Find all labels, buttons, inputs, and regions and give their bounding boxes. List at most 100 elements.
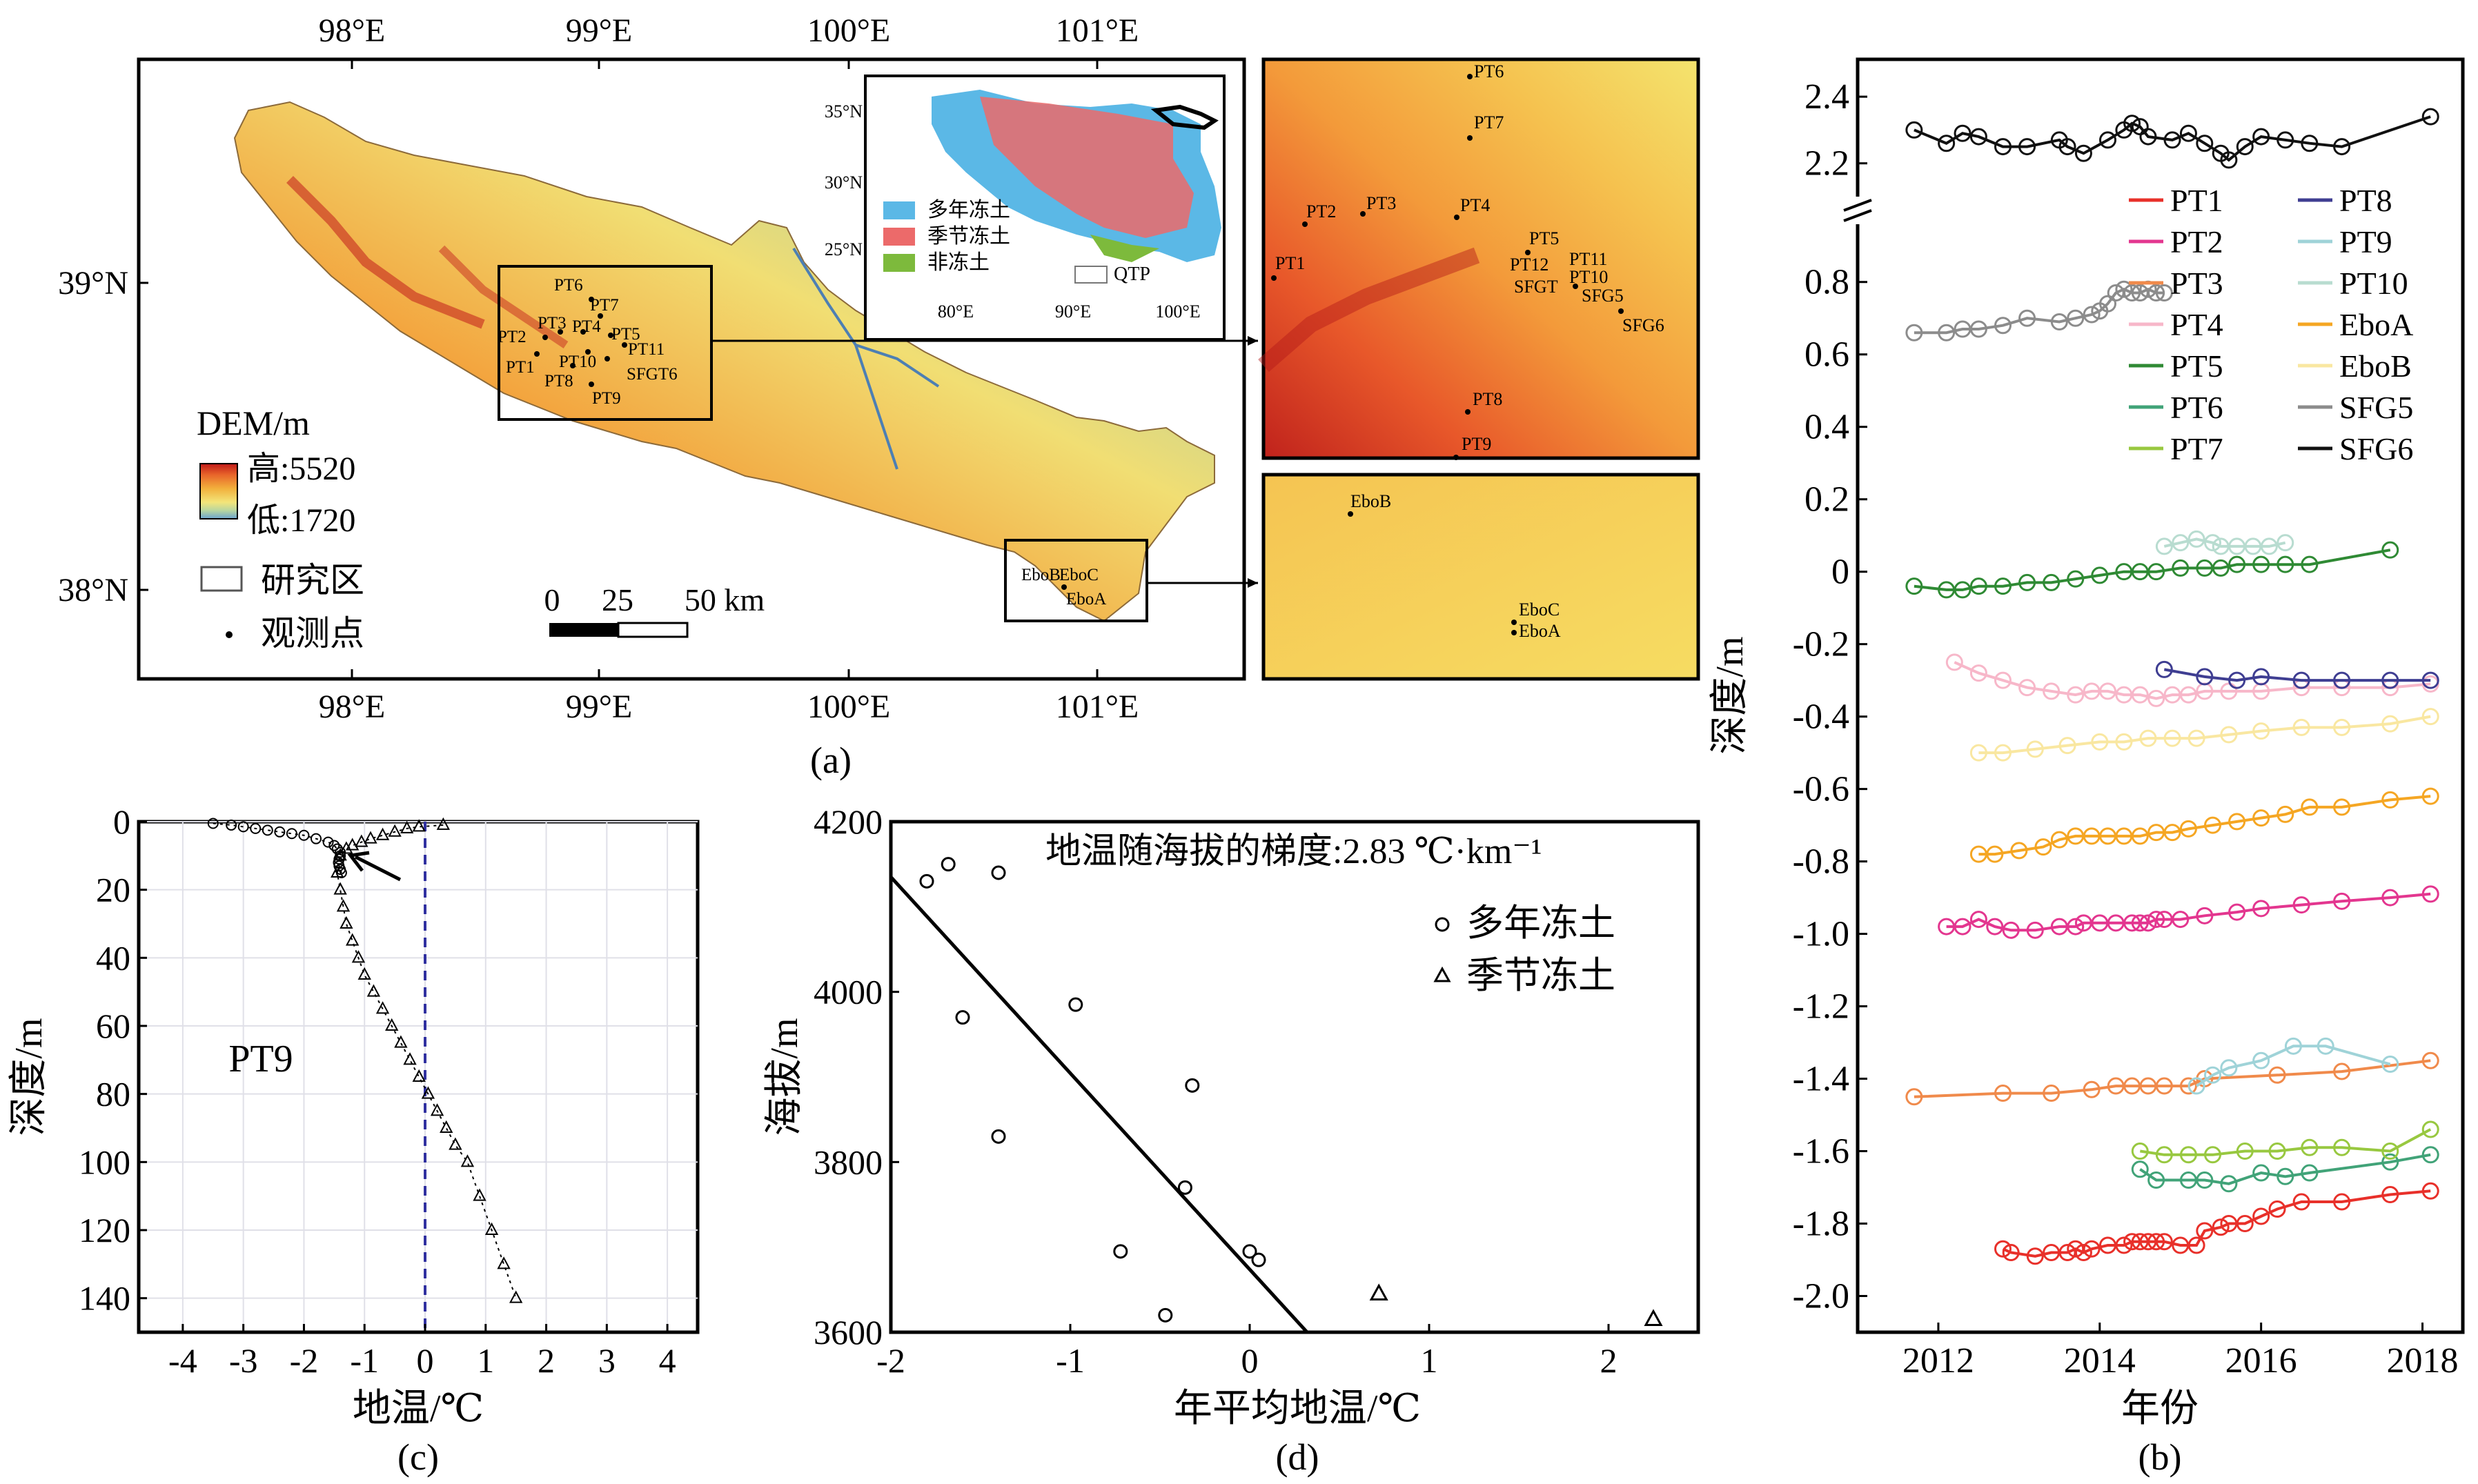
data-point [2050,831,2068,849]
data-point [364,831,377,844]
y-tick-label: 4000 [814,973,883,1011]
data-point [2421,108,2439,126]
site-label: PT9 [592,389,621,408]
data-point [2002,921,2020,939]
data-point [2228,903,2246,921]
site-label: PT5 [611,325,640,344]
data-point [2268,1200,2286,1218]
data-point [2381,715,2399,733]
data-point [2333,1138,2351,1156]
data-point [1986,918,2004,936]
data-point [237,821,249,833]
x-tick-label: 2 [1600,1341,1617,1380]
series-pt6 [2131,1146,2439,1193]
ridge-texture-2 [438,245,569,348]
data-point [2204,534,2222,552]
data-point [345,838,360,851]
series-line [1914,115,2431,162]
y-tick-label: 100 [79,1142,130,1181]
legend-label: PT7 [2170,431,2223,466]
dem-colorbar [199,463,238,520]
study-area-box-2 [1004,539,1148,622]
site-label: PT3 [538,314,567,333]
data-point [207,818,219,829]
data-point [2074,144,2092,162]
y-tick-label: 80 [96,1075,130,1114]
data-point [298,829,310,841]
inset-nonfrozen [1090,235,1159,262]
legend-marker-circle [1435,917,1450,932]
inset-legend-swatch [1074,266,1108,284]
data-point [2381,1186,2399,1204]
series-pt2 [1938,885,2439,939]
data-point [2421,787,2439,805]
y-tick-label: 3600 [814,1313,883,1352]
series-seasonal [1369,1283,1663,1326]
site-label: PT6 [554,276,583,295]
data-point [331,864,344,878]
panel-d-altitude-scatter: -2 -1 0 1 2 3600 3800 4000 4200 地温随海拔的梯度:2.83 ℃… [763,802,1700,1478]
data-point [355,834,368,847]
zoom1-site-label: PT11 [1569,249,1607,269]
data-point [385,1018,399,1031]
qtp-inset: 35°N 30°N 25°N 80°E 90°E 100°E 多年冻土 季节冻土… [825,75,1226,341]
svg-text:39°N: 39°N [58,265,128,301]
series-line [2195,1045,2391,1087]
data-point [2043,573,2061,591]
axis-label-y-b: 深度/m [1709,636,1751,754]
zoom1-site-label: SFG5 [1582,286,1624,306]
data-point [2026,740,2044,758]
series-line [2163,537,2286,548]
data-point [2123,284,2141,301]
data-point [2277,1167,2294,1185]
data-point [2034,838,2052,856]
data-point [497,1256,511,1269]
data-point [2220,1175,2238,1193]
data-point [1954,124,1971,142]
x-tick-label: 0 [1241,1341,1259,1380]
zoom-panel-1: PT6 PT7 PT2 PT3 PT4 PT5 PT1 PT12 PT11 PT… [1258,57,1700,460]
site-label: PT8 [544,372,573,390]
y-tick-label: 40 [96,938,130,977]
data-point [2421,671,2439,689]
data-point [2301,1138,2319,1156]
data-point [388,824,402,837]
dem-high-label: 高:5520 [247,451,355,487]
data-point [2421,1182,2439,1200]
data-point [2421,1146,2439,1164]
svg-text:38°N: 38°N [58,572,128,609]
data-point [2155,660,2173,678]
data-point [2277,555,2294,573]
data-point [2179,124,2197,142]
data-point [2421,885,2439,903]
data-point [2131,686,2149,704]
y-tick-label: 120 [79,1211,130,1249]
data-point [2067,918,2085,936]
series-line [1914,1059,2431,1098]
data-point [2292,671,2310,689]
data-point [2277,805,2294,823]
data-point [2147,689,2165,707]
site-label: PT7 [590,296,619,315]
x-tick-label: -4 [168,1341,197,1380]
site-label: EboA [1066,590,1106,609]
data-point [2196,1171,2214,1189]
data-point [1994,1240,2012,1258]
series-profile-triangles [331,817,523,1303]
x-tick-label: -2 [290,1341,319,1380]
data-point [2236,1142,2254,1160]
data-point [2083,1240,2101,1258]
data-point [2179,686,2197,704]
inset-legend-swatch [883,228,915,246]
data-point [2196,1222,2214,1240]
y-tick-label: 4200 [814,802,883,841]
series-sfg6 [1905,108,2439,169]
data-point [1994,138,2012,156]
data-point [2236,138,2254,156]
zoom2-site-label: EboB [1350,491,1391,511]
data-point [991,1129,1006,1144]
data-point [2098,295,2116,313]
data-point [351,950,366,963]
series-permafrost [919,857,1266,1323]
x-tick-label: 2012 [1902,1341,1974,1381]
